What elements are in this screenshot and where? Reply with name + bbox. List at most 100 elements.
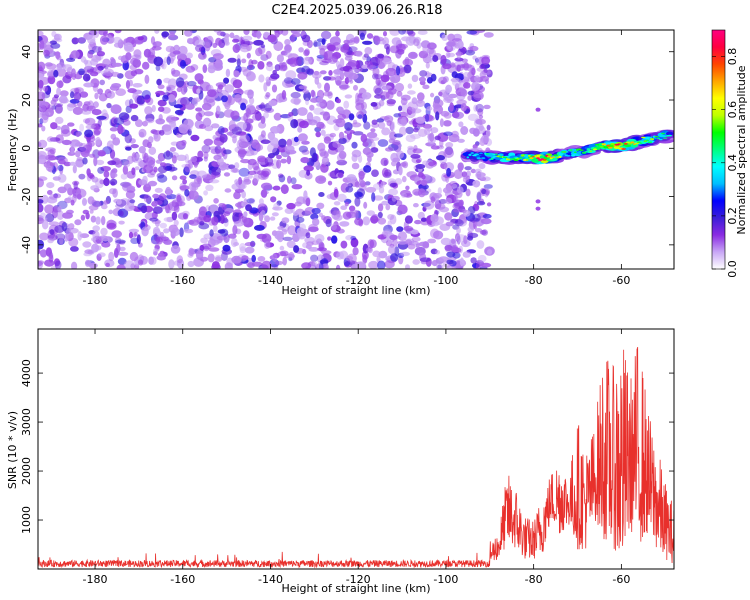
noise-blob (306, 169, 311, 176)
noise-blob (44, 259, 55, 267)
noise-blob (144, 118, 155, 124)
noise-blob (140, 205, 148, 214)
noise-blob (389, 182, 397, 188)
noise-blob (170, 122, 177, 130)
noise-blob (148, 146, 157, 155)
noise-blob (90, 185, 99, 191)
signal-blob (518, 157, 523, 159)
noise-blob (151, 104, 156, 113)
noise-blob (481, 56, 491, 65)
noise-blob (443, 131, 453, 136)
noise-blob (75, 142, 83, 147)
noise-blob (310, 254, 319, 262)
noise-blob (441, 34, 449, 41)
noise-blob (186, 52, 193, 59)
noise-blob (93, 156, 98, 167)
noise-blob (157, 174, 168, 183)
noise-blob (180, 96, 191, 106)
x-tick-label: -160 (170, 573, 195, 586)
noise-blob (130, 237, 140, 244)
noise-blob (444, 212, 453, 221)
noise-blob (39, 40, 45, 50)
noise-blob (452, 208, 464, 213)
noise-blob (461, 171, 468, 178)
noise-blob (158, 193, 167, 201)
noise-blob (143, 152, 149, 163)
signal-blob (466, 156, 470, 159)
noise-blob (124, 260, 135, 269)
noise-blob (217, 229, 226, 234)
noise-blob (84, 129, 94, 138)
noise-blob (169, 147, 176, 152)
noise-blob (240, 183, 247, 189)
signal-blob (657, 137, 661, 140)
noise-blob (391, 37, 402, 46)
noise-blob (57, 164, 64, 172)
noise-blob (73, 91, 82, 101)
noise-blob (427, 42, 437, 50)
noise-blob (405, 264, 410, 269)
signal-blob (628, 142, 633, 145)
signal-blob (647, 141, 653, 143)
noise-blob (254, 224, 265, 231)
noise-blob (175, 77, 185, 88)
noise-blob (318, 177, 326, 182)
noise-blob (91, 237, 96, 242)
noise-blob (196, 88, 201, 94)
noise-blob (149, 256, 157, 265)
noise-blob (415, 243, 420, 249)
noise-blob (230, 110, 240, 120)
noise-blob (483, 184, 493, 189)
noise-blob (234, 162, 240, 169)
noise-blob (151, 200, 158, 206)
noise-blob (91, 243, 100, 253)
signal-blob (580, 149, 584, 151)
noise-blob (303, 190, 308, 200)
noise-blob (243, 89, 254, 96)
noise-blob (376, 118, 385, 123)
noise-blob (328, 70, 333, 76)
noise-blob (378, 186, 385, 194)
noise-blob (336, 251, 344, 260)
noise-blob (180, 85, 187, 95)
noise-blob (109, 188, 117, 195)
noise-blob (327, 76, 336, 81)
noise-blob (209, 229, 214, 237)
noise-blob (66, 102, 75, 112)
noise-blob (333, 201, 341, 206)
noise-blob (158, 252, 165, 257)
noise-blob (347, 60, 358, 67)
noise-blob (401, 116, 407, 127)
noise-blob (381, 57, 392, 65)
noise-blob (270, 196, 277, 203)
noise-blob (251, 254, 256, 263)
noise-blob (397, 240, 408, 245)
noise-blob (235, 228, 242, 235)
noise-blob (305, 97, 310, 106)
noise-blob (405, 126, 414, 135)
noise-blob (367, 155, 372, 163)
noise-blob (467, 226, 475, 233)
noise-blob (143, 48, 151, 58)
noise-blob (290, 34, 295, 43)
noise-blob (406, 30, 414, 35)
noise-blob (201, 144, 211, 154)
noise-blob (454, 57, 464, 62)
noise-blob (129, 199, 136, 204)
noise-blob (383, 231, 388, 238)
noise-blob (184, 189, 190, 197)
noise-blob (116, 199, 122, 205)
noise-blob (38, 91, 46, 101)
noise-blob (258, 74, 265, 83)
signal-blob (558, 155, 562, 158)
noise-blob (142, 61, 150, 70)
noise-blob (477, 108, 484, 116)
noise-blob (265, 92, 271, 98)
signal-blob (502, 156, 508, 159)
noise-blob (466, 30, 478, 35)
noise-blob (473, 93, 484, 99)
noise-blob (371, 192, 376, 203)
noise-blob (279, 250, 289, 257)
noise-blob (224, 262, 233, 269)
noise-blob (377, 203, 384, 212)
